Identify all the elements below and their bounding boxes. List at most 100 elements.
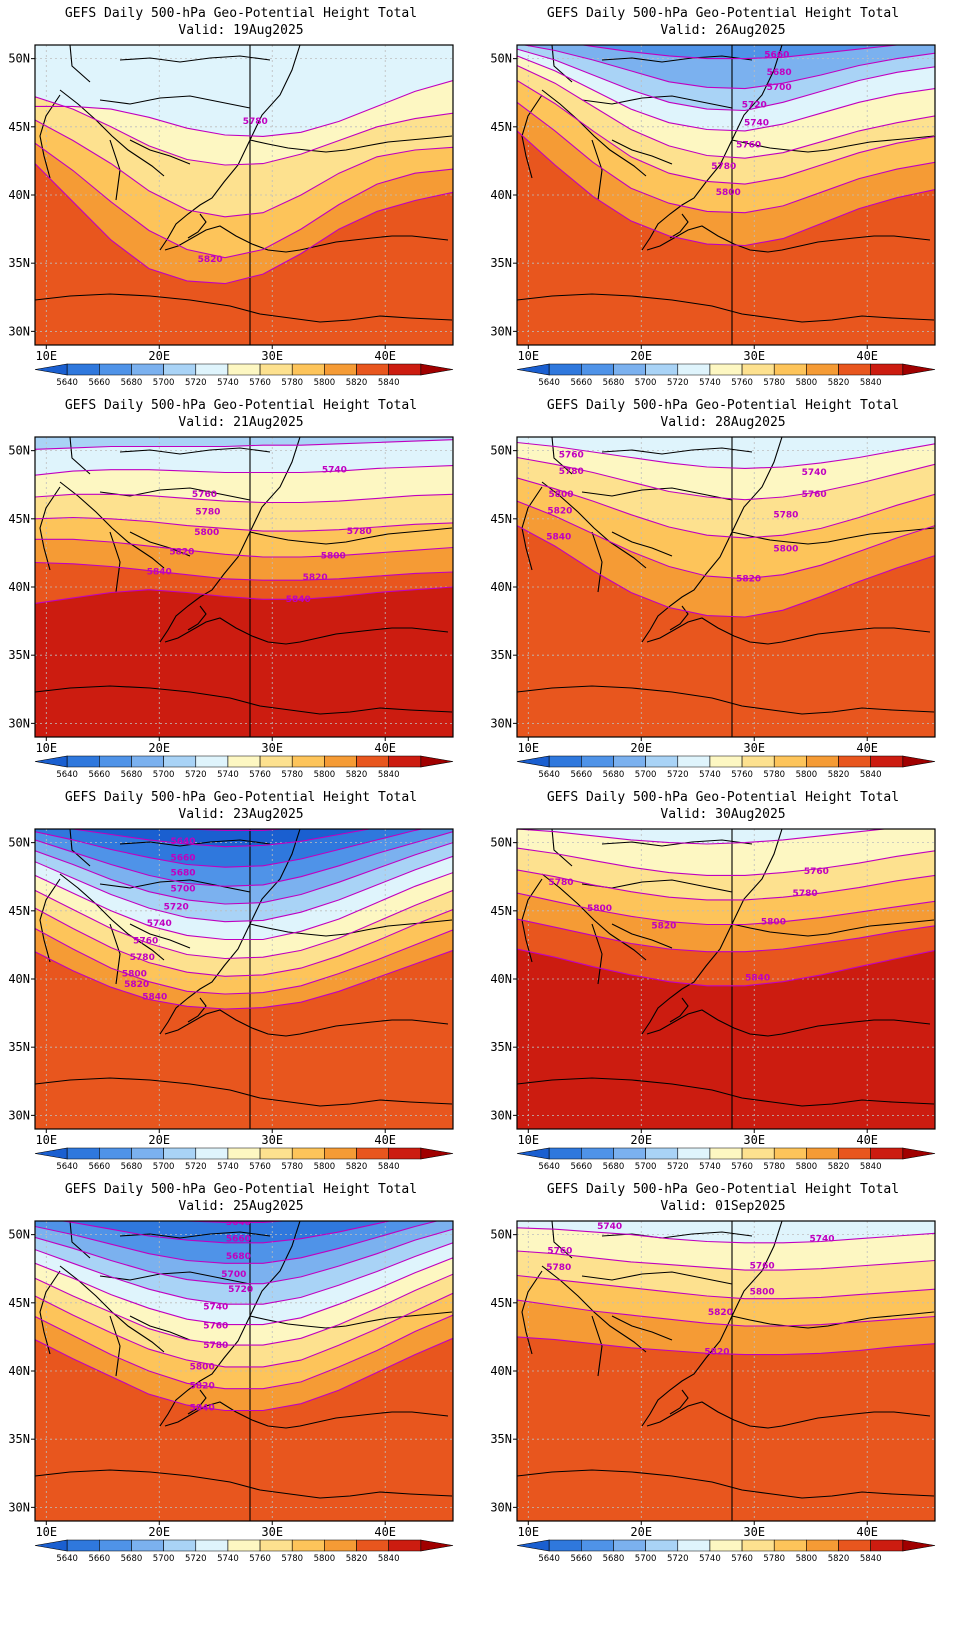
colorbar-swatch xyxy=(581,1539,614,1552)
colorbar-swatch xyxy=(870,363,904,376)
lon-tick-label: 20E xyxy=(630,1525,652,1539)
contour-label: 5820 xyxy=(651,922,676,932)
colorbar-swatch xyxy=(324,363,357,376)
panel-title: GEFS Daily 500-hPa Geo-Potential Height … xyxy=(64,6,418,21)
lat-tick-label: 40N xyxy=(490,1364,512,1378)
forecast-panel: GEFS Daily 500-hPa Geo-Potential Height … xyxy=(0,392,482,802)
colorbar-swatch xyxy=(227,363,261,376)
lon-tick-label: 30E xyxy=(261,1133,283,1147)
colorbar-label: 5780 xyxy=(281,770,303,780)
contour-label: 5820 xyxy=(190,1382,215,1392)
height-contour xyxy=(35,1273,453,1346)
contour-label: 5780 xyxy=(195,508,220,518)
lat-tick-label: 35N xyxy=(8,1432,30,1446)
height-map: 5660568057005720574057605780580030N35N40… xyxy=(490,44,936,388)
colorbar-swatch xyxy=(227,1147,261,1160)
lon-tick-label: 20E xyxy=(148,1525,170,1539)
valid-date-value: 30Aug2025 xyxy=(715,807,786,822)
colorbar-swatch xyxy=(259,755,293,768)
colorbar-label: 5640 xyxy=(56,1554,78,1564)
colorbar-swatch xyxy=(870,755,904,768)
height-contour xyxy=(35,493,453,504)
contour-label: 5800 xyxy=(716,188,741,198)
colorbar-label: 5840 xyxy=(860,1162,882,1172)
country-borders xyxy=(35,1221,453,1521)
height-contour xyxy=(517,525,935,618)
lat-tick-label: 50N xyxy=(490,1228,512,1242)
contour-label: 5840 xyxy=(190,1404,215,1414)
contour-label: 5700 xyxy=(767,83,792,93)
height-map: 5640566056805700572057405760578058005820… xyxy=(8,828,454,1172)
colorbar-swatch xyxy=(645,1147,679,1160)
colorbar-label: 5640 xyxy=(538,378,560,388)
colorbar-swatch xyxy=(613,755,646,768)
colorbar-swatch xyxy=(131,755,164,768)
valid-date-value: 28Aug2025 xyxy=(715,415,786,430)
contour-label: 5780 xyxy=(203,1341,228,1351)
contour-label: 5780 xyxy=(130,953,155,963)
colorbar-swatch xyxy=(291,1147,325,1160)
colorbar-swatch xyxy=(66,755,100,768)
colorbar-label: 5840 xyxy=(378,1162,400,1172)
colorbar-label: 5700 xyxy=(635,770,657,780)
contour-label: 5800 xyxy=(122,969,147,979)
height-contour xyxy=(35,163,453,285)
colorbar-swatch xyxy=(677,363,711,376)
height-contour xyxy=(35,538,453,558)
colorbar-swatch xyxy=(99,1147,132,1160)
contour-label: 5780 xyxy=(347,527,372,537)
valid-date: Valid: 28Aug2025 xyxy=(482,414,964,431)
colorbar-swatch xyxy=(66,1539,100,1552)
colorbar-swatch xyxy=(709,755,743,768)
height-map: 5760 5780 5740 5760 5800 5820 5780 5840 5800 5820… xyxy=(490,436,936,780)
height-band xyxy=(517,949,935,1129)
contour-label: 5840 xyxy=(546,532,571,542)
contour-label: 5680 xyxy=(170,868,195,878)
colorbar-label: 5660 xyxy=(88,770,110,780)
colorbar-label: 5840 xyxy=(860,378,882,388)
colorbar-label: 5820 xyxy=(828,770,850,780)
height-contour xyxy=(517,1227,935,1244)
valid-date: Valid: 25Aug2025 xyxy=(0,1198,482,1215)
contour-label: 5740 xyxy=(744,118,769,128)
colorbar-swatch xyxy=(356,363,389,376)
contour-label: 5800 xyxy=(750,1288,775,1298)
lat-tick-label: 45N xyxy=(8,120,30,134)
contour-label: 5820 xyxy=(704,1348,729,1358)
colorbar-label: 5800 xyxy=(314,1554,336,1564)
contour-label: 5760 xyxy=(547,1247,572,1257)
contour-label: 5780 xyxy=(773,510,798,520)
height-map: 5740 5740 5760 5760 5780 5800 5820 5820 30N 35N 40… xyxy=(490,1220,936,1564)
contour-label: 5740 xyxy=(322,465,347,475)
colorbar-label: 5840 xyxy=(378,770,400,780)
panel-title: GEFS Daily 500-hPa Geo-Potential Height … xyxy=(64,1182,418,1197)
lat-tick-label: 35N xyxy=(8,648,30,662)
colorbar-swatch xyxy=(902,363,936,376)
colorbar-label: 5720 xyxy=(667,1554,689,1564)
height-contour xyxy=(35,855,453,923)
height-contour xyxy=(35,1221,440,1264)
colorbar-swatch xyxy=(356,1539,389,1552)
forecast-panel: GEFS Daily 500-hPa Geo-Potential Height … xyxy=(0,0,482,410)
country-borders xyxy=(35,45,453,345)
colorbar-label: 5700 xyxy=(153,1162,175,1172)
colorbar-label: 5660 xyxy=(88,1554,110,1564)
colorbar-swatch xyxy=(66,1147,100,1160)
colorbar-label: 5720 xyxy=(185,1554,207,1564)
colorbar-swatch xyxy=(741,363,775,376)
colorbar-swatch xyxy=(773,755,807,768)
contour-label: 5840 xyxy=(745,973,770,983)
lon-tick-label: 40E xyxy=(856,1133,878,1147)
colorbar-label: 5800 xyxy=(796,1554,818,1564)
height-band xyxy=(517,1336,935,1521)
colorbar-label: 5700 xyxy=(635,1162,657,1172)
colorbar-swatch xyxy=(548,363,582,376)
colorbar-label: 5680 xyxy=(121,1554,143,1564)
colorbar-label: 5680 xyxy=(603,770,625,780)
lat-tick-label: 50N xyxy=(490,836,512,850)
height-map: 5780 5820 30N 35N 40N 45N 50N 10E 20E 30E 40E 5640 5… xyxy=(8,44,454,388)
lat-tick-label: 30N xyxy=(490,1108,512,1122)
height-contour xyxy=(35,1257,453,1326)
colorbar-swatch xyxy=(902,1539,936,1552)
height-contour xyxy=(517,918,935,953)
